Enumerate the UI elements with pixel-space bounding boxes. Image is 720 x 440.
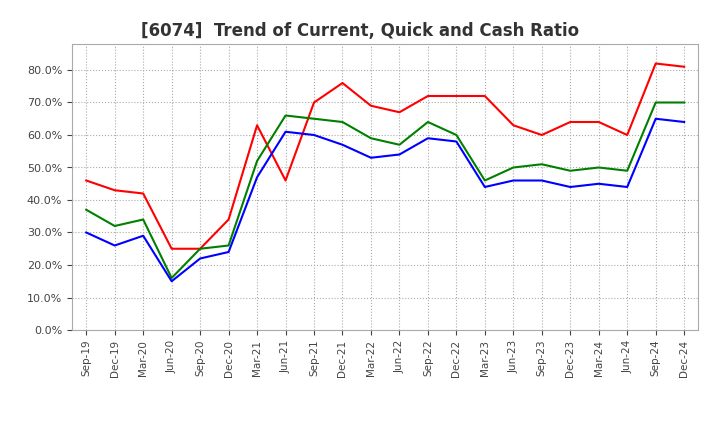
Quick Ratio bbox=[82, 207, 91, 213]
Current Ratio bbox=[452, 93, 461, 99]
Cash Ratio bbox=[196, 256, 204, 261]
Quick Ratio bbox=[395, 142, 404, 147]
Current Ratio bbox=[196, 246, 204, 251]
Current Ratio bbox=[680, 64, 688, 70]
Cash Ratio bbox=[566, 184, 575, 190]
Cash Ratio bbox=[595, 181, 603, 187]
Cash Ratio bbox=[537, 178, 546, 183]
Cash Ratio bbox=[338, 142, 347, 147]
Current Ratio bbox=[652, 61, 660, 66]
Current Ratio bbox=[167, 246, 176, 251]
Cash Ratio bbox=[366, 155, 375, 161]
Current Ratio bbox=[82, 178, 91, 183]
Current Ratio bbox=[395, 110, 404, 115]
Line: Current Ratio: Current Ratio bbox=[86, 63, 684, 249]
Current Ratio bbox=[566, 119, 575, 125]
Line: Quick Ratio: Quick Ratio bbox=[86, 103, 684, 278]
Quick Ratio bbox=[452, 132, 461, 138]
Current Ratio bbox=[366, 103, 375, 108]
Quick Ratio bbox=[537, 161, 546, 167]
Quick Ratio bbox=[253, 158, 261, 164]
Current Ratio bbox=[480, 93, 489, 99]
Current Ratio bbox=[310, 100, 318, 105]
Quick Ratio bbox=[225, 243, 233, 248]
Cash Ratio bbox=[225, 249, 233, 255]
Current Ratio bbox=[537, 132, 546, 138]
Quick Ratio bbox=[167, 275, 176, 281]
Cash Ratio bbox=[452, 139, 461, 144]
Current Ratio bbox=[253, 123, 261, 128]
Quick Ratio bbox=[680, 100, 688, 105]
Quick Ratio bbox=[566, 168, 575, 173]
Text: [6074]  Trend of Current, Quick and Cash Ratio: [6074] Trend of Current, Quick and Cash … bbox=[141, 22, 579, 40]
Cash Ratio bbox=[253, 175, 261, 180]
Current Ratio bbox=[110, 187, 119, 193]
Quick Ratio bbox=[595, 165, 603, 170]
Current Ratio bbox=[423, 93, 432, 99]
Cash Ratio bbox=[652, 116, 660, 121]
Current Ratio bbox=[282, 178, 290, 183]
Cash Ratio bbox=[480, 184, 489, 190]
Quick Ratio bbox=[139, 217, 148, 222]
Line: Cash Ratio: Cash Ratio bbox=[86, 119, 684, 281]
Current Ratio bbox=[338, 81, 347, 86]
Cash Ratio bbox=[395, 152, 404, 157]
Cash Ratio bbox=[680, 119, 688, 125]
Cash Ratio bbox=[282, 129, 290, 134]
Cash Ratio bbox=[310, 132, 318, 138]
Current Ratio bbox=[225, 217, 233, 222]
Cash Ratio bbox=[110, 243, 119, 248]
Quick Ratio bbox=[282, 113, 290, 118]
Cash Ratio bbox=[623, 184, 631, 190]
Quick Ratio bbox=[366, 136, 375, 141]
Quick Ratio bbox=[423, 119, 432, 125]
Cash Ratio bbox=[509, 178, 518, 183]
Current Ratio bbox=[509, 123, 518, 128]
Quick Ratio bbox=[338, 119, 347, 125]
Quick Ratio bbox=[623, 168, 631, 173]
Cash Ratio bbox=[139, 233, 148, 238]
Cash Ratio bbox=[82, 230, 91, 235]
Current Ratio bbox=[595, 119, 603, 125]
Quick Ratio bbox=[310, 116, 318, 121]
Quick Ratio bbox=[509, 165, 518, 170]
Quick Ratio bbox=[196, 246, 204, 251]
Quick Ratio bbox=[480, 178, 489, 183]
Cash Ratio bbox=[167, 279, 176, 284]
Quick Ratio bbox=[652, 100, 660, 105]
Quick Ratio bbox=[110, 224, 119, 229]
Cash Ratio bbox=[423, 136, 432, 141]
Current Ratio bbox=[623, 132, 631, 138]
Current Ratio bbox=[139, 191, 148, 196]
